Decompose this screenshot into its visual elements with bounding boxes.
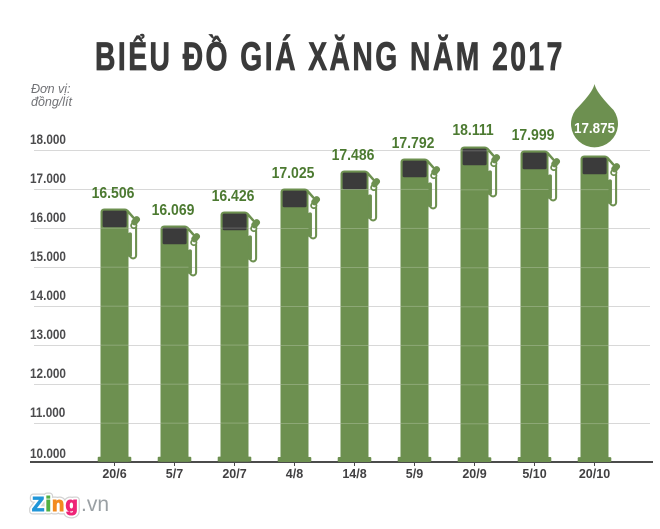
svg-text:n: n bbox=[52, 494, 64, 516]
svg-text:g: g bbox=[66, 494, 78, 516]
svg-text:n: n bbox=[52, 494, 64, 516]
svg-text:n: n bbox=[52, 494, 64, 516]
svg-text:Z: Z bbox=[32, 494, 44, 516]
svg-text:Z: Z bbox=[32, 494, 44, 516]
svg-text:.vn: .vn bbox=[81, 493, 109, 516]
svg-text:i: i bbox=[46, 494, 52, 516]
svg-text:17.875: 17.875 bbox=[574, 120, 615, 137]
svg-text:Z: Z bbox=[32, 494, 44, 516]
svg-text:i: i bbox=[46, 494, 52, 516]
svg-text:g: g bbox=[66, 494, 78, 516]
svg-text:g: g bbox=[66, 494, 78, 516]
